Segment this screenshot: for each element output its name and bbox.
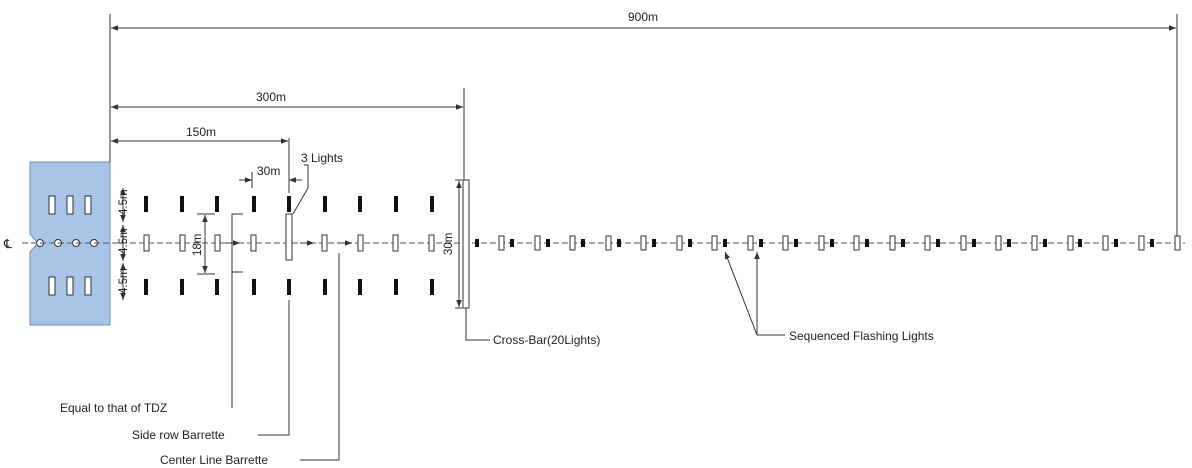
reference-lines xyxy=(109,14,1178,238)
equal-tdz-callout: Equal to that of TDZ xyxy=(60,213,243,415)
dim-900m: 900m xyxy=(111,10,1176,31)
sequenced-flashing-label: Sequenced Flashing Lights xyxy=(789,329,934,343)
cross-bar-label: Cross-Bar(20Lights) xyxy=(493,333,600,347)
center-line-label: Center Line Barrette xyxy=(160,453,268,467)
dim-18m-label: 18m xyxy=(192,234,204,256)
dim-18m: 18m xyxy=(192,213,215,275)
dim-300m: 300m xyxy=(111,90,463,110)
equal-tdz-label: Equal to that of TDZ xyxy=(60,401,167,415)
dim-4-5m-mid-label: 4.5m xyxy=(118,228,130,254)
sequenced-flashing-callout: Sequenced Flashing Lights xyxy=(724,251,934,343)
three-lights-label: 3 Lights xyxy=(301,151,343,165)
dim-150m: 150m xyxy=(111,125,288,144)
three-lights-callout: 3 Lights xyxy=(292,151,343,215)
side-row-label: Side row Barrette xyxy=(132,428,225,442)
outer-approach-lights xyxy=(475,235,1181,251)
dim-30m-crossbar-label: 30m xyxy=(443,233,455,255)
dim-300m-label: 300m xyxy=(256,90,286,104)
cross-bar-callout: Cross-Bar(20Lights) xyxy=(465,308,600,347)
tdz-lights xyxy=(48,195,92,296)
dim-150m-label: 150m xyxy=(186,125,216,139)
centerline-barrettes xyxy=(143,213,435,261)
dim-4-5m-top-label: 4.5m xyxy=(118,189,130,215)
dim-30m-label: 30m xyxy=(257,164,280,178)
centerline-symbol: ℄ xyxy=(3,237,13,251)
dim-900m-label: 900m xyxy=(628,10,658,24)
center-line-callout: Center Line Barrette xyxy=(160,253,340,467)
side-row-callout: Side row Barrette xyxy=(132,300,290,442)
dim-30m-crossbar: 30m xyxy=(443,179,462,309)
cross-bar xyxy=(462,179,470,309)
dim-30m: 30m xyxy=(239,164,302,188)
side-row-barrettes xyxy=(144,196,434,295)
dim-4-5m-bottom-label: 4.5m xyxy=(118,268,130,294)
